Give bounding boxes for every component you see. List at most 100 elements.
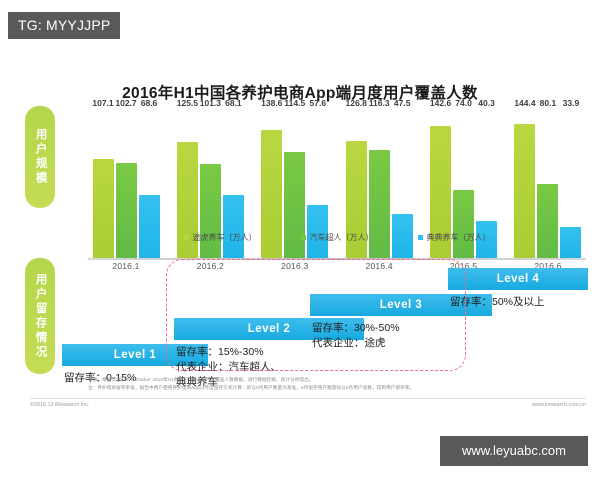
side-tab-user-scale: 用户规模 <box>25 106 55 208</box>
footer-bar: ©2016.12 iResearch Inc. www.iresearch.co… <box>30 398 586 408</box>
bar: 68.1 <box>222 98 244 258</box>
bar-value-label: 80.1 <box>539 98 557 108</box>
bar-group: 125.5 101.3 68.1 <box>172 98 248 258</box>
bar: 125.5 <box>177 98 198 258</box>
level-4-bar: Level 4 <box>448 268 588 290</box>
x-axis-tick-label: 2016.6 <box>534 261 562 271</box>
chart-legend: 途虎养车（万人） 汽车超人（万人） 典典养车（万人） <box>88 232 586 243</box>
page-title: 2016年H1中国各养护电商App端月度用户覆盖人数 <box>122 85 478 102</box>
bar: 107.1 <box>92 98 114 258</box>
bar-wrap: 116.3 <box>368 98 390 258</box>
level-4-description: 留存率：50%及以上 <box>450 295 545 310</box>
bar-wrap: 47.5 <box>391 98 413 258</box>
bar: 101.3 <box>200 98 221 258</box>
x-axis-tick-label: 2016.3 <box>281 261 309 271</box>
bar: 116.3 <box>368 98 390 258</box>
bar-value-label: 126.8 <box>345 98 367 108</box>
bar-value-label: 144.4 <box>514 98 536 108</box>
source-footnote: 来源：根据艾瑞mUserTracker 2016年H1各养护电商App月度覆盖人… <box>88 376 586 392</box>
bar-group: 138.6 114.5 57.6 <box>257 98 333 258</box>
bar: 68.6 <box>138 98 160 258</box>
side-tab-user-retention-label: 用户留存情况 <box>34 272 47 360</box>
legend-swatch-icon <box>183 235 189 240</box>
bar-value-label: 33.9 <box>562 98 580 108</box>
side-tab-user-scale-label: 用户规模 <box>34 128 47 186</box>
legend-item: 汽车超人（万人） <box>300 232 374 243</box>
bar-value-label: 101.3 <box>199 98 222 108</box>
bar: 80.1 <box>537 98 559 258</box>
legend-label: 典典养车（万人） <box>426 233 491 242</box>
x-axis-labels: 2016.1 2016.2 2016.3 2016.4 2016.5 2016.6 <box>88 261 586 271</box>
x-axis-tick-label: 2016.5 <box>449 261 478 271</box>
bar-wrap: 144.4 <box>514 98 536 258</box>
bar-chart: 107.1 102.7 68.6 125.5 101.3 68.1 138.6 114.5 57… <box>88 98 586 272</box>
bar: 126.8 <box>346 98 367 258</box>
bar-wrap: 138.6 <box>261 98 282 258</box>
bar-wrap: 101.3 <box>200 98 221 258</box>
bar: 47.5 <box>391 98 413 258</box>
copyright-text: ©2016.12 iResearch Inc. <box>30 402 90 408</box>
legend-item: 途虎养车（万人） <box>183 232 257 243</box>
level-1-description: 留存率：0-15% <box>64 371 136 386</box>
bar-wrap: 125.5 <box>177 98 198 258</box>
bar-value-label: 68.6 <box>140 98 158 108</box>
legend-swatch-icon <box>417 235 423 240</box>
bar-group: 126.8 116.3 47.5 <box>341 98 417 258</box>
bar-value-label: 74.0 <box>455 98 472 108</box>
level-1-line1: 留存率：0-15% <box>64 372 137 384</box>
legend-label: 途虎养车（万人） <box>192 233 257 242</box>
bar-value-label: 138.6 <box>261 98 283 108</box>
level-2-bar: Level 2 <box>174 318 364 340</box>
site-watermark: www.leyuabc.com <box>439 436 588 466</box>
bar: 138.6 <box>261 98 282 258</box>
bar-wrap: 114.5 <box>284 98 306 258</box>
infographic-board: 2016年H1中国各养护电商App端月度用户覆盖人数 用户规模 用户留存情况 1… <box>0 58 600 420</box>
bar-value-label: 142.6 <box>429 98 452 108</box>
bar: 40.3 <box>476 98 498 258</box>
bar-value-label: 68.1 <box>225 98 242 108</box>
footnote-line-2: 注：养护电商留存率低，报告中用户使用养护电商App以月度留存方式计算：即以5月用… <box>88 384 415 390</box>
level-1-bar: Level 1 <box>62 344 208 366</box>
bar-value-label: 116.3 <box>368 98 390 108</box>
level-2-line3: 典典养车 <box>176 376 218 389</box>
bar-value-label: 40.3 <box>478 98 495 108</box>
bar-value-label: 57.6 <box>309 98 327 108</box>
side-tab-user-retention: 用户留存情况 <box>25 258 55 374</box>
bar: 144.4 <box>514 98 536 258</box>
bar-wrap: 68.1 <box>222 98 244 258</box>
level-3-bar: Level 3 <box>310 294 492 316</box>
bar-wrap: 33.9 <box>560 98 582 258</box>
bar-wrap: 80.1 <box>537 98 559 258</box>
bar-wrap: 102.7 <box>115 98 137 258</box>
bar-wrap: 142.6 <box>430 98 451 258</box>
legend-label: 汽车超人（万人） <box>309 233 374 242</box>
bar-wrap: 74.0 <box>453 98 475 258</box>
level-3-line2: 代表企业：途虎 <box>312 337 386 350</box>
bar-wrap: 40.3 <box>476 98 498 258</box>
level-3-description: 留存率：30%-50% 代表企业：途虎 <box>312 321 400 351</box>
bar: 142.6 <box>430 98 451 258</box>
level-3-line1: 留存率：30%-50% <box>312 322 400 334</box>
bar-value-label: 114.5 <box>284 98 306 108</box>
bar: 114.5 <box>284 98 306 258</box>
bar-value-label: 125.5 <box>176 98 199 108</box>
site-url-text: www.iresearch.com.cn <box>532 402 586 408</box>
level-2-line1: 留存率：15%-30% <box>176 346 264 358</box>
bar: 33.9 <box>560 98 582 258</box>
level-2-line2: 代表企业：汽车超人、 <box>176 361 281 374</box>
bar-wrap: 126.8 <box>346 98 367 258</box>
retention-level-pyramid: Level 1 Level 2 Level 3 Level 4 留存率：0-15… <box>0 254 600 388</box>
bar-wrap: 57.6 <box>307 98 329 258</box>
footnote-line-1: 来源：根据艾瑞mUserTracker 2016年H1各养护电商App月度覆盖人… <box>88 377 314 382</box>
tg-tag-overlay: TG: MYYJJPP <box>8 12 121 39</box>
bar-group: 142.6 74.0 40.3 <box>426 98 502 258</box>
bar-wrap: 68.6 <box>138 98 160 258</box>
bar: 57.6 <box>307 98 329 258</box>
bar-value-label: 47.5 <box>393 98 411 108</box>
bar-value-label: 107.1 <box>92 98 114 108</box>
x-axis-tick-label: 2016.2 <box>196 261 224 271</box>
x-axis-tick-label: 2016.4 <box>365 261 393 271</box>
x-axis-tick-label: 2016.1 <box>112 261 140 271</box>
bar-group: 144.4 80.1 33.9 <box>510 98 586 258</box>
bar-value-label: 102.7 <box>115 98 137 108</box>
